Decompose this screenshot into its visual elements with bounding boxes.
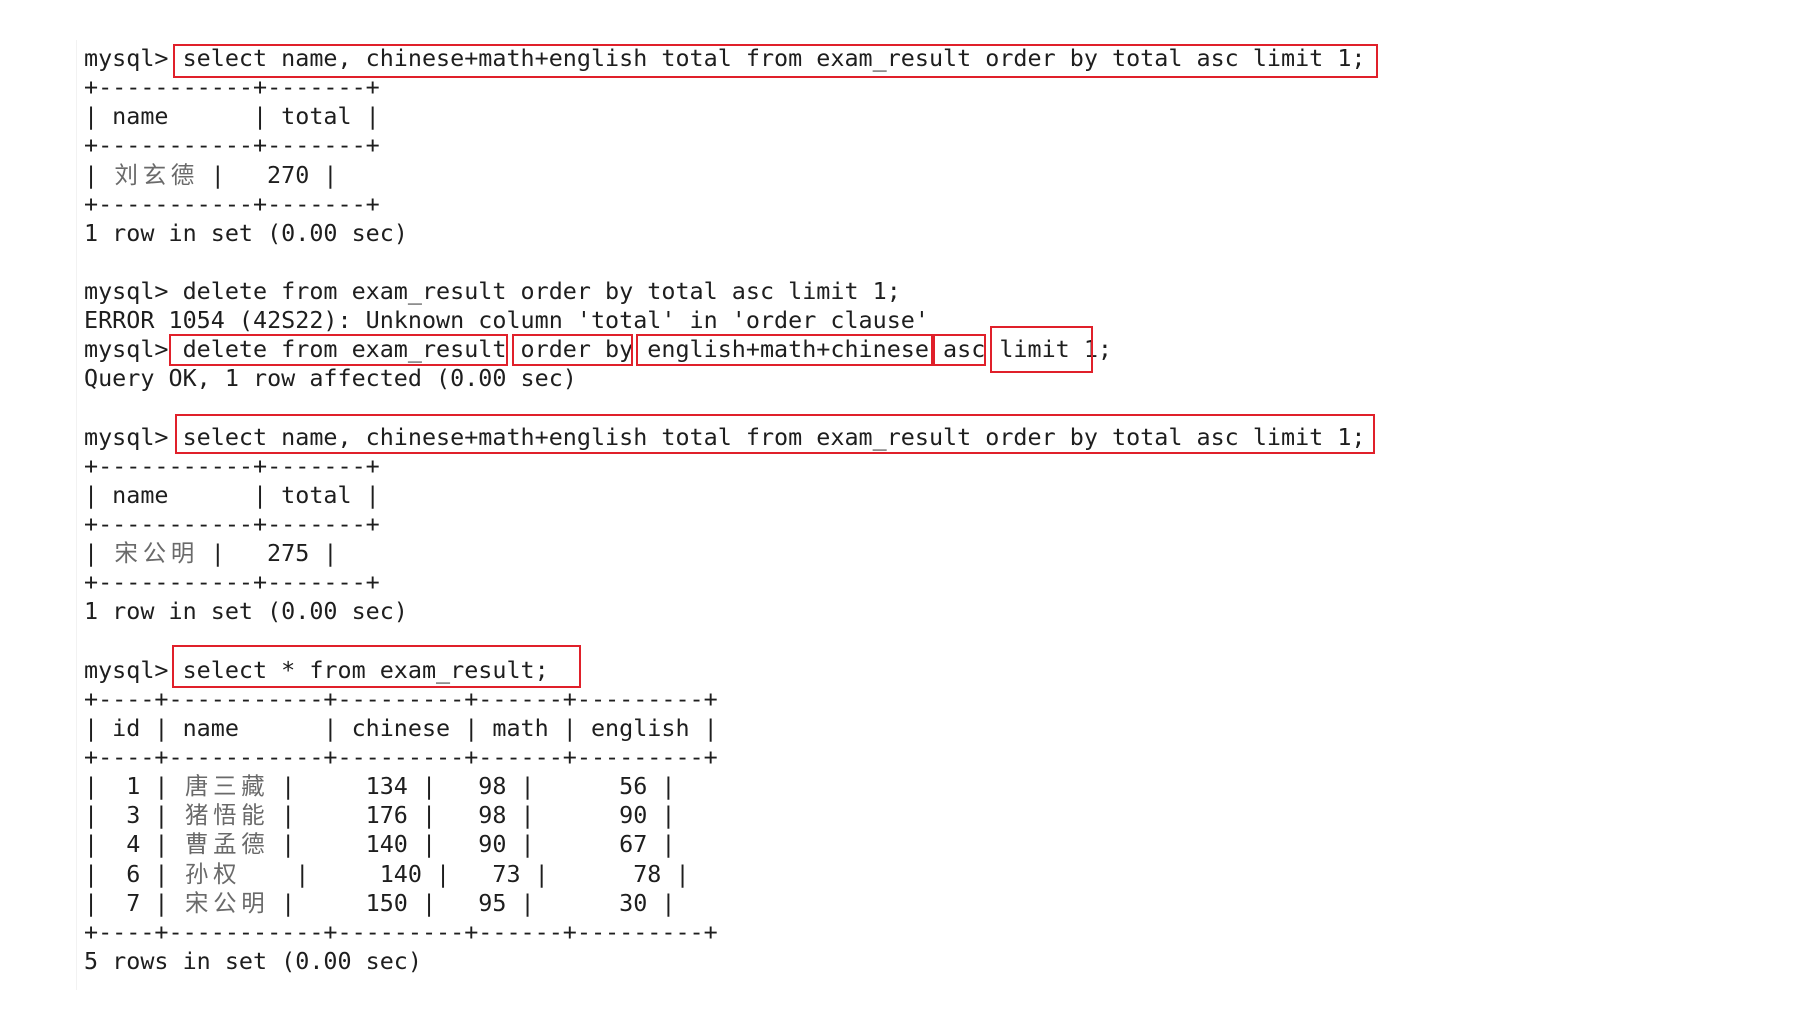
terminal-line: | 1 | 唐三藏 | 134 | 98 | 56 |	[84, 772, 676, 801]
cjk-char: 孟	[213, 830, 237, 859]
terminal-line: +-----------+-------+	[84, 131, 380, 160]
terminal-line: | 4 | 曹孟德 | 140 | 90 | 67 |	[84, 830, 676, 859]
cjk-char: 孙	[184, 859, 209, 888]
highlight-select-query-1	[173, 44, 1378, 78]
cjk-char: 明	[170, 539, 195, 568]
highlight-select-all	[172, 645, 581, 688]
highlight-select-query-2	[175, 414, 1375, 454]
highlight-delete-from	[169, 334, 508, 366]
terminal-line: 1 row in set (0.00 sec)	[84, 218, 408, 247]
cjk-char: 藏	[241, 772, 265, 801]
terminal-line: 5 rows in set (0.00 sec)	[84, 946, 422, 975]
terminal-line: 1 row in set (0.00 sec)	[84, 597, 408, 626]
terminal-line: +----+-----------+---------+------+-----…	[84, 684, 718, 713]
cjk-char: 明	[241, 888, 265, 917]
terminal-line: | 刘玄德 | 270 |	[84, 160, 338, 189]
terminal-line: mysql> select * from exam_result;	[84, 655, 549, 684]
cjk-char: 德	[170, 160, 195, 189]
terminal-line: +----+-----------+---------+------+-----…	[84, 743, 718, 771]
terminal-line: mysql> delete from exam_result order by …	[84, 335, 1113, 364]
cjk-char: 悟	[213, 801, 237, 830]
cjk-char: 玄	[142, 160, 167, 189]
cjk-char: 公	[213, 888, 237, 917]
terminal-line: | 3 | 猪悟能 | 176 | 98 | 90 |	[84, 801, 676, 830]
terminal-line	[84, 248, 1366, 277]
cjk-char: 唐	[184, 772, 209, 801]
terminal-output: mysql> select name, chinese+math+english…	[84, 44, 1366, 976]
terminal-line: +----+-----------+---------+------+-----…	[84, 917, 718, 946]
terminal-line: mysql> select name, chinese+math+english…	[84, 422, 1366, 451]
cjk-char: 公	[142, 539, 167, 568]
terminal-line: +-----------+-------+	[84, 189, 380, 218]
cjk-char: 能	[241, 801, 265, 830]
terminal-line: | 6 | 孙权 | 140 | 73 | 78 |	[84, 859, 690, 888]
terminal-line: | 宋公明 | 275 |	[84, 539, 338, 568]
terminal-line: | name | total |	[84, 102, 380, 131]
terminal-line: Query OK, 1 row affected (0.00 sec)	[84, 364, 577, 393]
cjk-char: 德	[241, 830, 265, 859]
highlight-asc	[933, 334, 986, 366]
terminal-line: +-----------+-------+	[84, 510, 380, 538]
terminal-line: mysql> select name, chinese+math+english…	[84, 44, 1366, 72]
terminal-line: | id | name | chinese | math | english |	[84, 713, 718, 742]
cjk-char: 权	[213, 859, 237, 888]
highlight-order-by	[512, 334, 633, 366]
highlight-limit	[990, 326, 1093, 373]
highlight-expression	[636, 334, 933, 366]
cjk-char: 三	[213, 772, 237, 801]
terminal-line: | name | total |	[84, 480, 380, 509]
cjk-char: 刘	[114, 160, 138, 189]
terminal-line: +-----------+-------+	[84, 451, 380, 480]
cjk-char: 曹	[184, 830, 209, 859]
terminal-line: | 7 | 宋公明 | 150 | 95 | 30 |	[84, 888, 676, 917]
terminal-line: mysql> delete from exam_result order by …	[84, 277, 901, 305]
terminal-line: ERROR 1054 (42S22): Unknown column 'tota…	[84, 306, 929, 335]
cjk-char: 猪	[184, 801, 209, 830]
terminal-edge	[76, 40, 77, 990]
terminal-line: +-----------+-------+	[84, 568, 380, 597]
cjk-char: 宋	[184, 888, 209, 917]
cjk-char: 宋	[114, 539, 138, 568]
